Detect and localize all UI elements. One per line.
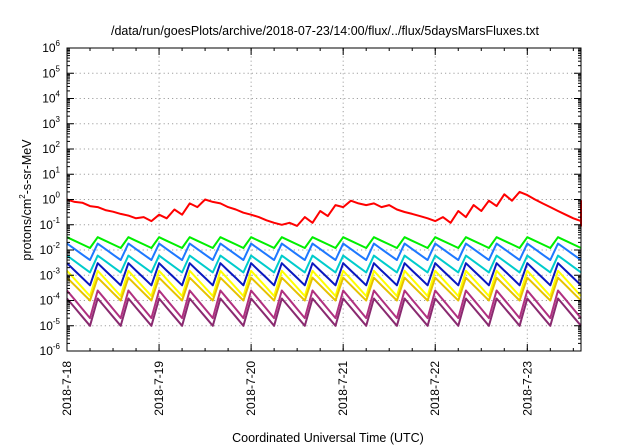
x-tick-label: 2018-7-22 xyxy=(428,361,442,416)
series-line-7 xyxy=(66,289,582,320)
y-tick-base: 10 xyxy=(40,344,54,358)
chart-title: /data/run/goesPlots/archive/2018-07-23/1… xyxy=(111,24,540,38)
y-tick-base: 10 xyxy=(42,92,56,106)
y-axis-label-prefix: protons/cm xyxy=(20,199,34,261)
y-tick-label: 105 xyxy=(42,64,60,80)
series-line-2 xyxy=(66,242,582,261)
y-tick-exp: -2 xyxy=(53,241,61,250)
y-tick-label: 10-2 xyxy=(40,241,61,257)
x-tick-label: 2018-7-18 xyxy=(60,361,74,416)
y-tick-labels: 10-610-510-410-310-210-11001011021031041… xyxy=(40,39,61,358)
y-tick-label: 10-3 xyxy=(40,266,61,282)
y-tick-base: 10 xyxy=(42,167,56,181)
y-tick-base: 10 xyxy=(42,117,56,131)
y-tick-base: 10 xyxy=(40,243,54,257)
series-line-6 xyxy=(66,276,582,302)
x-tick-label: 2018-7-21 xyxy=(336,361,350,416)
x-tick-label: 2018-7-19 xyxy=(152,361,166,416)
y-tick-label: 10-5 xyxy=(40,317,61,333)
y-axis-label: protons/cm2-s-sr-MeV xyxy=(18,139,34,261)
y-tick-base: 10 xyxy=(40,319,54,333)
y-tick-label: 10-4 xyxy=(40,292,61,308)
y-tick-label: 103 xyxy=(42,115,60,131)
series-line-0 xyxy=(66,190,582,227)
y-tick-exp: -3 xyxy=(53,266,61,275)
series-line-4 xyxy=(66,262,582,287)
series-line-1 xyxy=(66,236,582,249)
y-tick-label: 101 xyxy=(42,165,60,181)
series-line-8 xyxy=(66,297,582,327)
series-layer xyxy=(66,190,582,327)
y-tick-exp: 2 xyxy=(56,140,61,149)
y-tick-base: 10 xyxy=(40,218,54,232)
y-tick-exp: 0 xyxy=(56,191,61,200)
y-tick-label: 104 xyxy=(42,90,60,106)
y-tick-exp: 4 xyxy=(56,90,61,99)
y-tick-label: 10-1 xyxy=(40,216,61,232)
y-tick-exp: 3 xyxy=(56,115,61,124)
x-tick-label: 2018-7-23 xyxy=(520,361,534,416)
y-tick-exp: 1 xyxy=(56,165,61,174)
ticks xyxy=(66,47,581,352)
y-tick-base: 10 xyxy=(42,193,56,207)
y-axis-label-suffix: -s-sr-MeV xyxy=(20,139,34,195)
y-tick-exp: -6 xyxy=(53,342,61,351)
y-tick-exp: -4 xyxy=(53,292,61,301)
y-tick-exp: -1 xyxy=(53,216,61,225)
y-tick-base: 10 xyxy=(42,66,56,80)
y-tick-label: 10-6 xyxy=(40,342,61,358)
y-tick-exp: -5 xyxy=(53,317,61,326)
x-tick-labels: 2018-7-18 2018-7-19 2018-7-20 2018-7-21 2018… xyxy=(60,361,534,416)
y-tick-exp: 5 xyxy=(56,64,61,73)
y-tick-base: 10 xyxy=(40,268,54,282)
x-axis-label: Coordinated Universal Time (UTC) xyxy=(232,431,424,445)
y-tick-base: 10 xyxy=(42,41,56,55)
y-tick-base: 10 xyxy=(42,142,56,156)
y-axis-label-sup: 2 xyxy=(18,194,27,199)
y-tick-exp: 6 xyxy=(56,39,61,48)
series-line-3 xyxy=(66,254,582,274)
y-tick-label: 100 xyxy=(42,191,60,207)
series-line-5 xyxy=(66,269,582,298)
y-tick-base: 10 xyxy=(40,294,54,308)
y-tick-label: 102 xyxy=(42,140,60,156)
y-tick-label: 106 xyxy=(42,39,60,55)
x-tick-label: 2018-7-20 xyxy=(244,361,258,416)
